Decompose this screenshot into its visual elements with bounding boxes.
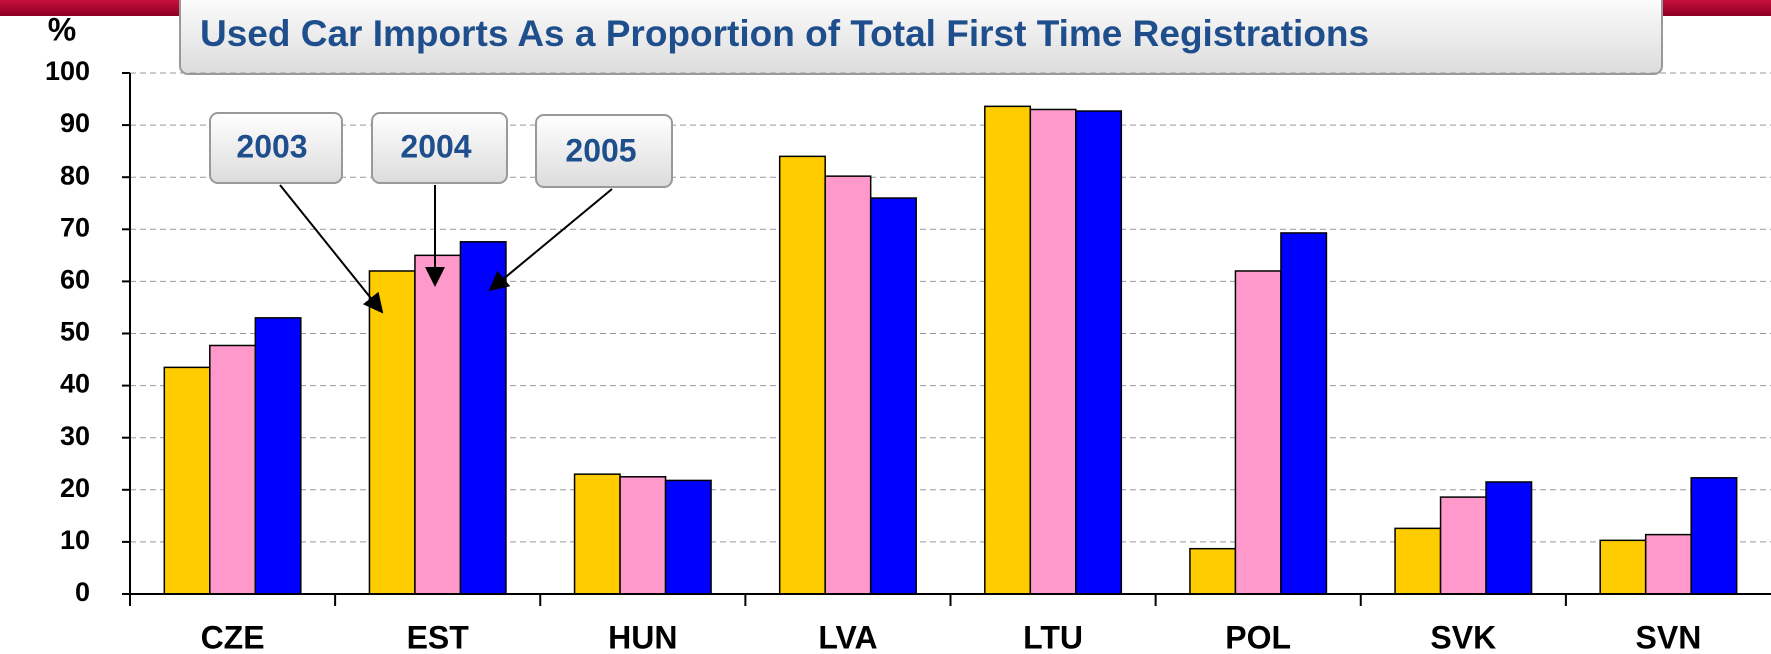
legend-label: 2005 — [565, 132, 636, 168]
legend-label: 2004 — [400, 128, 471, 164]
y-axis-label: % — [48, 11, 76, 47]
y-tick-label: 100 — [45, 56, 90, 86]
legend-label: 2003 — [236, 128, 307, 164]
bar — [1394, 527, 1442, 595]
bar — [778, 155, 826, 595]
y-tick-label: 30 — [60, 421, 90, 451]
legend-box — [371, 112, 508, 184]
x-tick-label: LVA — [818, 619, 877, 654]
bar — [209, 344, 257, 595]
bar — [1690, 477, 1738, 595]
bar — [1599, 539, 1647, 595]
x-tick-label: POL — [1225, 619, 1291, 654]
bar — [1485, 481, 1533, 595]
legend-arrow — [488, 188, 613, 292]
y-tick-label: 0 — [75, 577, 90, 607]
y-tick-label: 90 — [60, 108, 90, 138]
bar — [254, 317, 302, 595]
bar — [824, 175, 872, 595]
bar — [1280, 232, 1328, 595]
y-tick-label: 20 — [60, 473, 90, 503]
bar — [368, 270, 416, 595]
bar — [1189, 547, 1237, 595]
x-tick-label: LTU — [1023, 619, 1083, 654]
title-box — [179, 0, 1663, 75]
y-tick-label: 40 — [60, 369, 90, 399]
legend-box — [535, 114, 673, 188]
y-tick-label: 60 — [60, 265, 90, 295]
x-tick-label: EST — [407, 619, 470, 654]
plot: 0 10 20 30 40 50 60 70 80 90 100 CZE EST HUN LVA LTU POL… — [45, 56, 1771, 654]
bar — [459, 241, 507, 595]
x-tick-label: HUN — [608, 619, 677, 654]
x-tick-label: CZE — [201, 619, 265, 654]
chart-title: Used Car Imports As a Proportion of Tota… — [200, 13, 1369, 54]
bar — [984, 105, 1032, 595]
bar — [573, 473, 621, 595]
y-tick-label: 80 — [60, 160, 90, 190]
bar — [869, 197, 917, 595]
legend-arrow — [279, 184, 384, 314]
bar — [414, 254, 462, 595]
bar — [1439, 496, 1487, 595]
legend-box — [209, 112, 343, 184]
bar — [163, 366, 211, 595]
bar — [1029, 108, 1077, 595]
y-tick-label: 10 — [60, 525, 90, 555]
bar — [1075, 110, 1123, 595]
bar — [619, 476, 667, 595]
legend: 2003 2004 2005 — [209, 112, 673, 314]
y-tick-label: 50 — [60, 317, 90, 347]
y-tick-label: 70 — [60, 212, 90, 242]
x-tick-label: SVK — [1430, 619, 1496, 654]
bar — [1234, 270, 1282, 595]
x-tick-label: SVN — [1636, 619, 1702, 654]
bar — [1644, 533, 1692, 595]
bar — [664, 479, 712, 595]
